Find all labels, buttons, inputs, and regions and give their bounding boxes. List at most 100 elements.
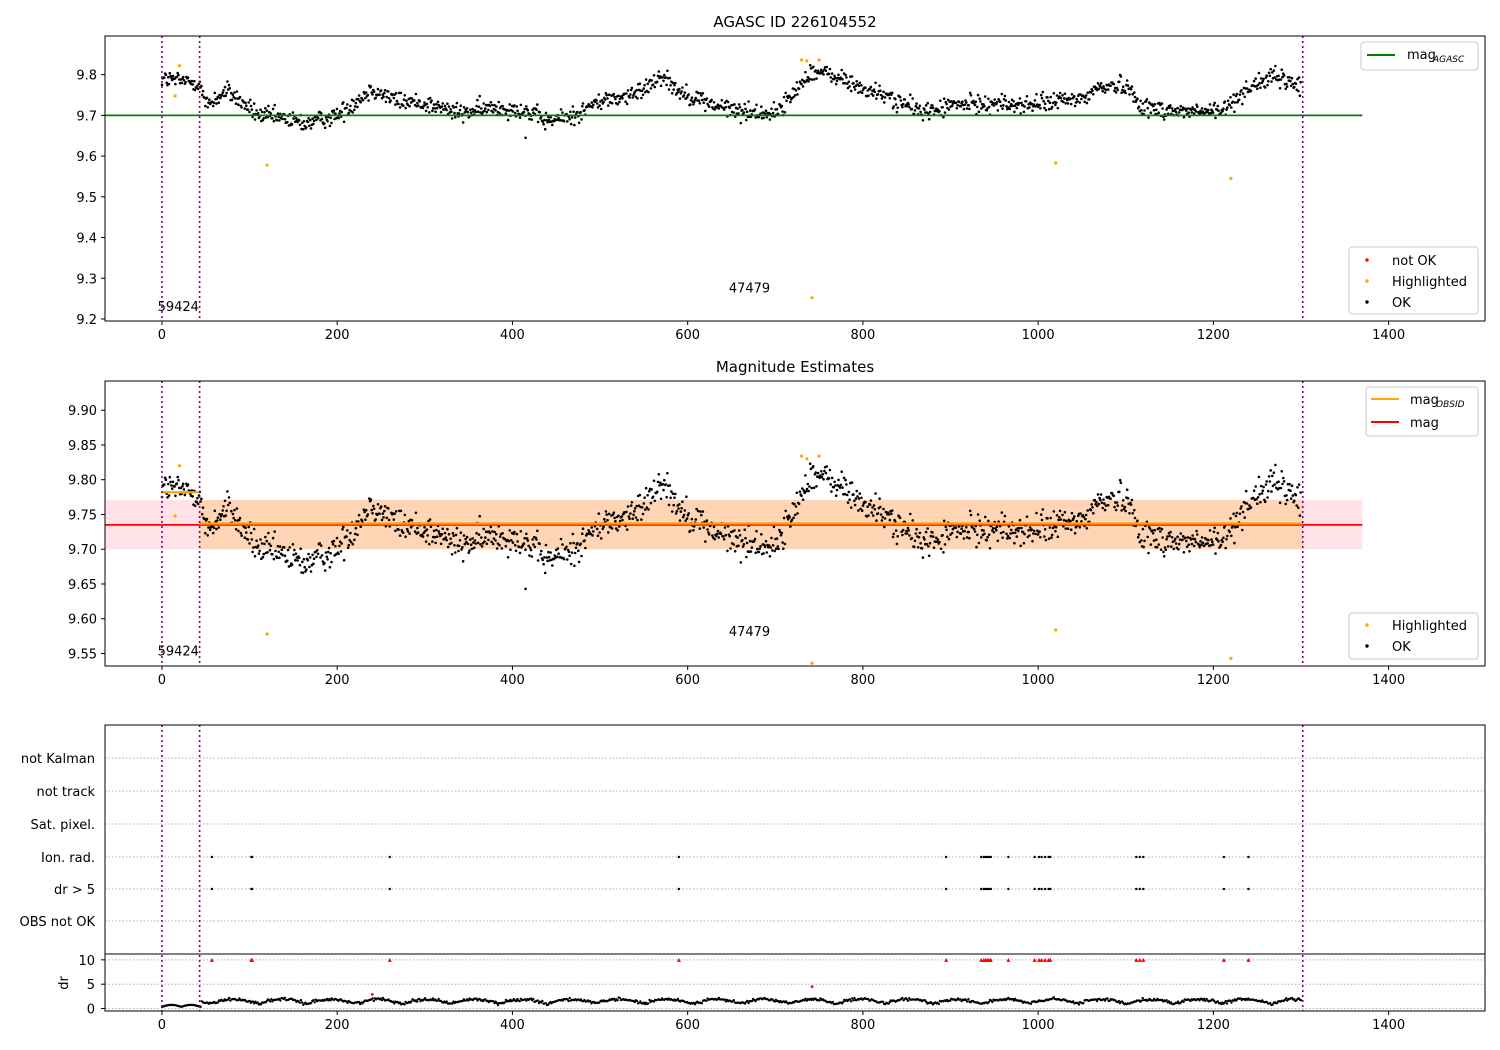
flag-point-ion-rad [989,855,993,859]
ok-point [349,531,352,535]
highlighted-point [799,58,804,62]
ok-point [1199,109,1202,113]
dr-point [1141,996,1144,1000]
ok-point [296,559,299,562]
ok-point [907,103,910,106]
ok-point [513,111,517,115]
ok-point [253,554,257,558]
ok-point [795,491,799,495]
ok-point [570,551,574,554]
ok-point [771,544,775,547]
ok-point [1114,91,1118,94]
ok-point [1050,533,1054,537]
ok-point [562,119,566,123]
ok-point [1211,543,1215,546]
ok-point [890,509,894,512]
ok-point [1131,512,1134,515]
ok-point [1278,86,1282,90]
ok-point [1104,504,1108,507]
ok-point [296,120,299,124]
ok-point [208,528,212,532]
ok-point [573,123,576,127]
dr-point [1230,1001,1233,1004]
ok-point [1050,536,1053,539]
dr-point [1176,1000,1180,1003]
ok-point [1078,526,1082,529]
ok-point [965,536,969,539]
ok-point [514,549,518,553]
ok-point [848,85,851,88]
ok-point [484,107,487,110]
ok-point [1195,103,1198,106]
ok-point [1133,508,1136,512]
ok-point [1044,538,1048,542]
ok-point [853,499,856,503]
ok-point [252,527,256,531]
ok-point [590,101,593,104]
ok-point [426,534,430,537]
ok-point [246,538,250,541]
highlighted-point [810,661,814,665]
ok-point [807,80,810,83]
ok-point [477,533,481,536]
ok-point [991,101,995,105]
dr-point [423,997,427,1000]
ok-point [771,111,775,115]
dr-point [906,999,910,1002]
ok-point [626,89,630,92]
highlighted-point [805,457,809,461]
ok-point [1241,102,1244,106]
ok-point [496,542,500,545]
ok-point [535,538,538,541]
ok-point [872,88,876,91]
ok-point [1120,91,1123,94]
ok-point [557,116,560,120]
ok-point [1043,106,1046,110]
dr-point [392,1000,395,1003]
ok-point [1028,526,1032,529]
ok-point [894,103,898,106]
ok-point [846,501,850,504]
highlighted-point [817,58,821,62]
ok-point [892,105,895,108]
ok-point [432,103,436,106]
dr-point [1271,1003,1274,1006]
ok-point [857,509,860,512]
ok-point [894,529,898,532]
ok-point [719,532,723,536]
ok-point [883,517,887,520]
ok-point [618,525,621,528]
ok-point [1040,518,1044,522]
ok-point [378,93,381,96]
ok-point [770,536,773,540]
ok-point [1189,538,1193,541]
ok-point [919,110,922,114]
panel2-title: Magnitude Estimates [716,358,874,376]
ok-point [1143,109,1146,112]
ok-point [1021,530,1025,534]
ok-point [697,99,701,102]
ok-point [457,112,461,115]
ok-point [1216,104,1220,108]
legend-label: not OK [1392,254,1437,269]
ok-point [370,508,374,512]
ok-point [579,110,582,114]
ok-point [302,120,306,123]
ok-point [413,530,417,533]
dr-point [818,999,821,1002]
dr-point [251,1000,255,1003]
ok-point [1259,86,1262,90]
ok-point [269,544,273,548]
dr-point [867,997,870,1001]
ok-point [1294,82,1298,85]
ok-point [389,99,392,102]
ok-point [689,529,692,533]
ok-point [275,119,279,122]
ok-point [230,98,234,102]
ok-point [569,122,573,126]
ok-point [963,103,966,107]
ok-point [267,104,270,108]
ok-point [1041,90,1045,94]
ok-point [1211,111,1215,114]
ok-point [338,112,341,115]
